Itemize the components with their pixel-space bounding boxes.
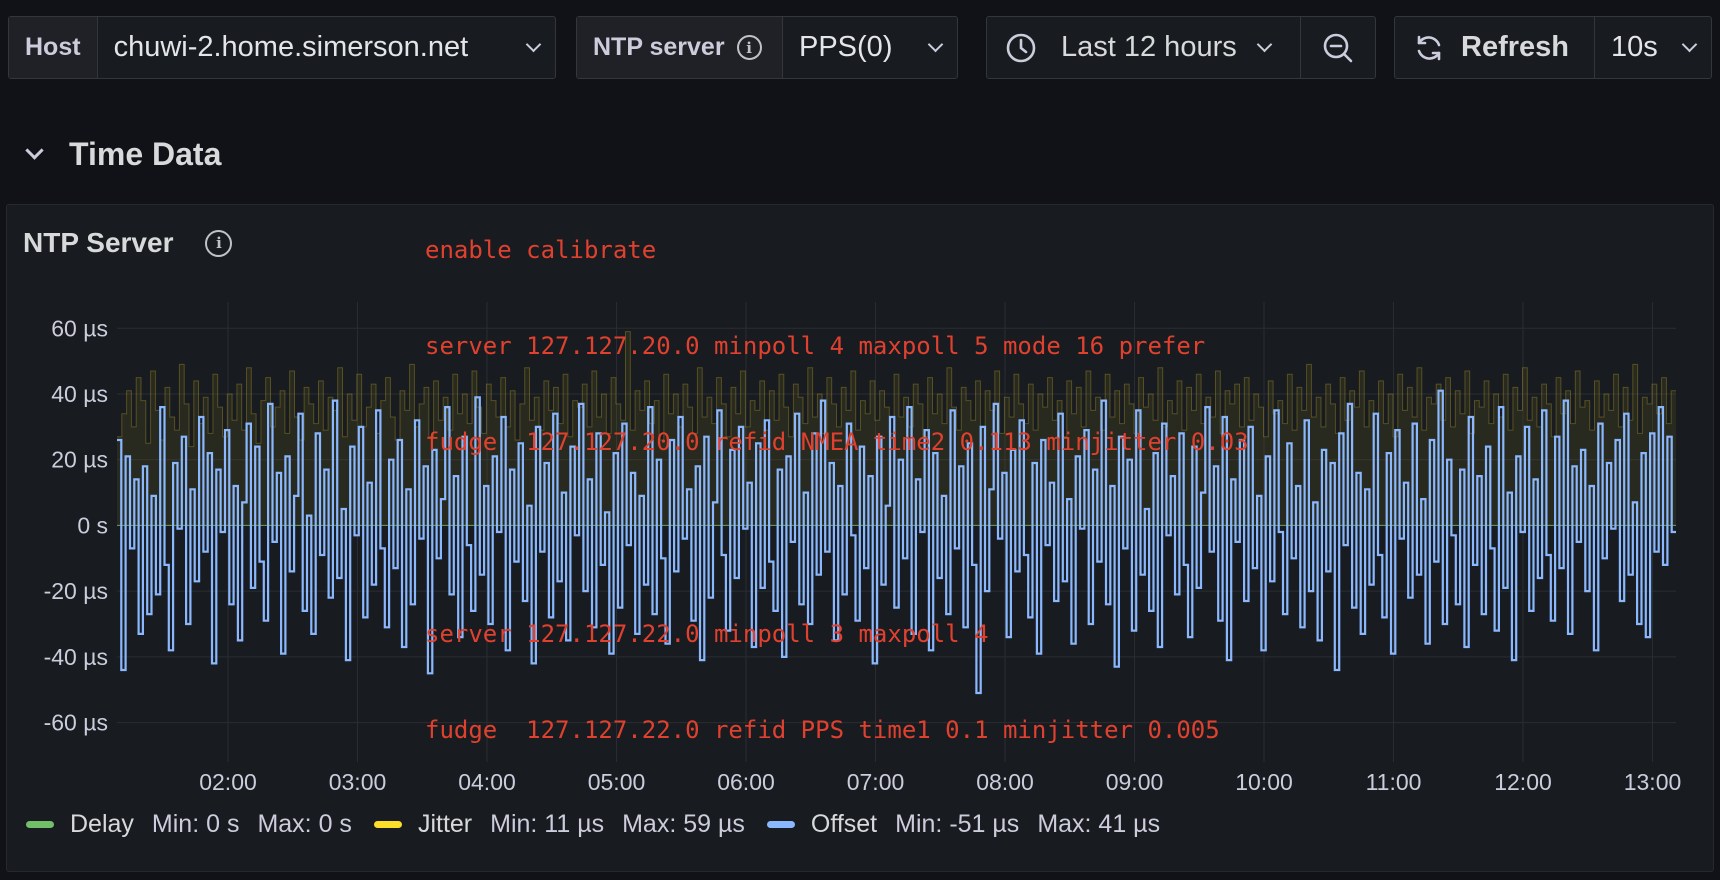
x-tick-label: 03:00 [329, 769, 387, 795]
ntp-server-variable-label: NTP server i [577, 17, 783, 78]
y-tick-label: -20 µs [44, 578, 108, 604]
x-tick-label: 04:00 [458, 769, 516, 795]
ntp-server-label-text: NTP server [593, 33, 725, 61]
info-icon[interactable]: i [736, 35, 762, 60]
legend-min: Min: -51 µs [895, 810, 1020, 838]
annotation-line [425, 522, 1249, 554]
host-variable-label: Host [9, 17, 98, 78]
chart-legend: Delay Min: 0 s Max: 0 s Jitter Min: 11 µ… [26, 810, 1182, 839]
x-tick-label: 07:00 [847, 769, 905, 795]
refresh-icon [1417, 35, 1441, 60]
legend-max: Max: 0 s [257, 810, 352, 838]
y-tick-label: 20 µs [51, 447, 108, 473]
ntp-server-select-value: PPS(0) [799, 31, 893, 63]
panel-title: NTP Server [23, 227, 174, 258]
host-select[interactable]: chuwi-2.home.simerson.net [98, 17, 555, 78]
legend-item-delay[interactable]: Delay Min: 0 s Max: 0 s [26, 810, 352, 839]
zoom-out-button[interactable] [1301, 17, 1375, 78]
y-tick-label: -60 µs [44, 710, 108, 736]
zoom-out-icon [1323, 33, 1353, 62]
refresh-label: Refresh [1461, 31, 1569, 63]
y-tick-label: 0 s [77, 512, 108, 538]
panel-header[interactable]: NTP Server i [23, 227, 233, 259]
refresh-interval-picker[interactable]: 10s [1595, 17, 1711, 78]
legend-item-offset[interactable]: Offset Min: -51 µs Max: 41 µs [766, 810, 1161, 839]
x-tick-label: 11:00 [1366, 769, 1422, 795]
x-tick-label: 09:00 [1106, 769, 1164, 795]
legend-max: Max: 59 µs [622, 810, 745, 838]
annotation-line: server 127.127.20.0 minpoll 4 maxpoll 5 … [425, 332, 1206, 360]
legend-series-name: Jitter [417, 810, 473, 838]
refresh-button[interactable]: Refresh [1395, 17, 1595, 78]
refresh-control: Refresh 10s [1394, 16, 1712, 79]
host-select-value: chuwi-2.home.simerson.net [113, 31, 469, 63]
x-tick-label: 12:00 [1494, 769, 1552, 795]
refresh-interval-value: 10s [1611, 31, 1658, 63]
y-tick-label: 40 µs [51, 381, 108, 407]
x-tick-label: 05:00 [588, 769, 646, 795]
time-range-picker[interactable]: Last 12 hours [987, 17, 1301, 78]
legend-min: Min: 0 s [151, 810, 240, 838]
row-title: Time Data [69, 136, 222, 172]
legend-swatch [373, 821, 402, 828]
legend-series-name: Offset [810, 810, 878, 838]
offset-series-line [117, 389, 1676, 695]
legend-swatch [766, 821, 795, 828]
clock-icon [1006, 33, 1036, 62]
time-range-label: Last 12 hours [1061, 31, 1237, 63]
y-tick-label: 60 µs [51, 315, 108, 341]
legend-swatch [26, 821, 54, 828]
annotation-line: fudge 127.127.22.0 refid PPS time1 0.1 m… [425, 716, 1220, 744]
x-tick-label: 10:00 [1235, 769, 1293, 795]
x-tick-label: 02:00 [199, 769, 257, 795]
time-range-control: Last 12 hours [986, 16, 1376, 79]
x-tick-label: 06:00 [717, 769, 775, 795]
annotation-line: fudge 127.127.20.0 refid NMEA time2 0.11… [425, 428, 1249, 456]
row-header[interactable]: Time Data [22, 136, 221, 173]
legend-min: Min: 11 µs [490, 810, 605, 838]
annotation-line: enable calibrate [425, 236, 657, 264]
x-tick-label: 08:00 [976, 769, 1034, 795]
legend-item-jitter[interactable]: Jitter Min: 11 µs Max: 59 µs [373, 810, 745, 839]
info-icon[interactable]: i [205, 229, 233, 257]
legend-series-name: Delay [70, 810, 134, 838]
ntp-server-variable: NTP server i PPS(0) [576, 16, 958, 79]
legend-max: Max: 41 µs [1037, 810, 1161, 838]
y-tick-label: -40 µs [44, 644, 108, 670]
dashboard-toolbar: Host chuwi-2.home.simerson.net NTP serve… [8, 16, 1712, 80]
panel-description-overlay: enable calibrate server 127.127.20.0 min… [425, 170, 1249, 778]
ntp-server-select[interactable]: PPS(0) [783, 17, 957, 78]
host-variable: Host chuwi-2.home.simerson.net [8, 16, 556, 79]
x-tick-label: 13:00 [1624, 769, 1682, 795]
annotation-line: server 127.127.22.0 minpoll 3 maxpoll 4 [425, 620, 989, 648]
